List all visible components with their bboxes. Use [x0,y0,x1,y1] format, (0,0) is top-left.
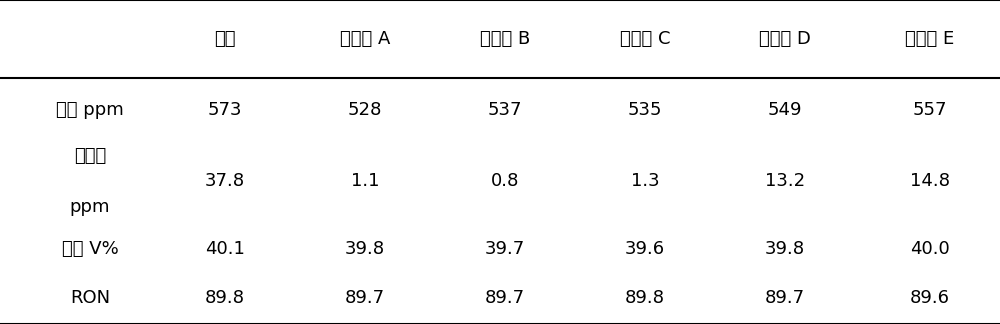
Text: 535: 535 [628,101,662,119]
Text: 89.7: 89.7 [765,289,805,307]
Text: 39.8: 39.8 [345,240,385,259]
Text: 1.1: 1.1 [351,172,379,191]
Text: 573: 573 [208,101,242,119]
Text: 40.0: 40.0 [910,240,950,259]
Text: 14.8: 14.8 [910,172,950,191]
Text: RON: RON [70,289,110,307]
Text: 549: 549 [768,101,802,119]
Text: 0.8: 0.8 [491,172,519,191]
Text: 537: 537 [488,101,522,119]
Text: 原料: 原料 [214,30,236,48]
Text: 催化剂 A: 催化剂 A [340,30,390,48]
Text: 89.6: 89.6 [910,289,950,307]
Text: 89.8: 89.8 [205,289,245,307]
Text: 37.8: 37.8 [205,172,245,191]
Text: 1.3: 1.3 [631,172,659,191]
Text: 40.1: 40.1 [205,240,245,259]
Text: 烯烃 V%: 烯烃 V% [62,240,118,259]
Text: 89.8: 89.8 [625,289,665,307]
Text: 89.7: 89.7 [485,289,525,307]
Text: 39.8: 39.8 [765,240,805,259]
Text: 89.7: 89.7 [345,289,385,307]
Text: ppm: ppm [70,198,110,216]
Text: 催化剂 B: 催化剂 B [480,30,530,48]
Text: 528: 528 [348,101,382,119]
Text: 39.6: 39.6 [625,240,665,259]
Text: 557: 557 [913,101,947,119]
Text: 硫醇硫: 硫醇硫 [74,146,106,165]
Text: 催化剂 D: 催化剂 D [759,30,811,48]
Text: 39.7: 39.7 [485,240,525,259]
Text: 催化剂 C: 催化剂 C [620,30,670,48]
Text: 总硫 ppm: 总硫 ppm [56,101,124,119]
Text: 13.2: 13.2 [765,172,805,191]
Text: 催化剂 E: 催化剂 E [905,30,955,48]
